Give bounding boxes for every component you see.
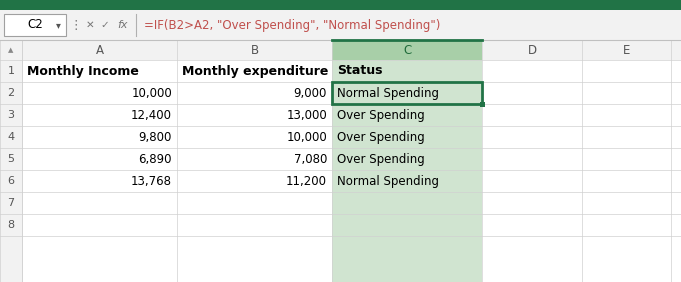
- Bar: [479, 102, 484, 107]
- Text: Over Spending: Over Spending: [337, 109, 425, 122]
- Text: 4: 4: [7, 132, 14, 142]
- Text: 6,890: 6,890: [138, 153, 172, 166]
- Text: ▾: ▾: [56, 20, 61, 30]
- Bar: [0, 40, 681, 60]
- Text: C2: C2: [27, 19, 43, 32]
- Text: 9,800: 9,800: [139, 131, 172, 144]
- Text: ✕: ✕: [86, 20, 95, 30]
- Text: 10,000: 10,000: [131, 87, 172, 100]
- Text: A: A: [95, 43, 104, 56]
- Text: 12,400: 12,400: [131, 109, 172, 122]
- Text: 3: 3: [7, 110, 14, 120]
- Text: E: E: [623, 43, 630, 56]
- Text: Monthly expenditure: Monthly expenditure: [182, 65, 328, 78]
- Text: 1: 1: [7, 66, 14, 76]
- Text: 11,200: 11,200: [286, 175, 327, 188]
- Bar: [332, 40, 482, 282]
- Text: 6: 6: [7, 176, 14, 186]
- Text: ▲: ▲: [8, 47, 14, 53]
- Text: 8: 8: [7, 220, 14, 230]
- Text: 9,000: 9,000: [294, 87, 327, 100]
- Text: 5: 5: [7, 154, 14, 164]
- Text: =IF(B2>A2, "Over Spending", "Normal Spending"): =IF(B2>A2, "Over Spending", "Normal Spen…: [144, 19, 441, 32]
- Text: 13,000: 13,000: [286, 109, 327, 122]
- Bar: [4, 14, 66, 36]
- Text: D: D: [528, 43, 537, 56]
- Text: 13,768: 13,768: [131, 175, 172, 188]
- Text: 2: 2: [7, 88, 14, 98]
- Text: 10,000: 10,000: [286, 131, 327, 144]
- Bar: [332, 82, 482, 104]
- Text: Status: Status: [337, 65, 383, 78]
- Bar: [0, 0, 681, 10]
- Text: 7: 7: [7, 198, 14, 208]
- Text: Normal Spending: Normal Spending: [337, 87, 439, 100]
- Bar: [0, 40, 681, 282]
- Text: ✓: ✓: [101, 20, 110, 30]
- Text: ⋮: ⋮: [69, 19, 82, 32]
- Bar: [0, 10, 681, 40]
- Text: 7,080: 7,080: [294, 153, 327, 166]
- Text: Over Spending: Over Spending: [337, 153, 425, 166]
- Text: Normal Spending: Normal Spending: [337, 175, 439, 188]
- Bar: [0, 40, 22, 282]
- Text: Monthly Income: Monthly Income: [27, 65, 139, 78]
- Text: B: B: [251, 43, 259, 56]
- Text: C: C: [403, 43, 411, 56]
- Text: Over Spending: Over Spending: [337, 131, 425, 144]
- Bar: [332, 40, 482, 60]
- Text: fx: fx: [118, 20, 128, 30]
